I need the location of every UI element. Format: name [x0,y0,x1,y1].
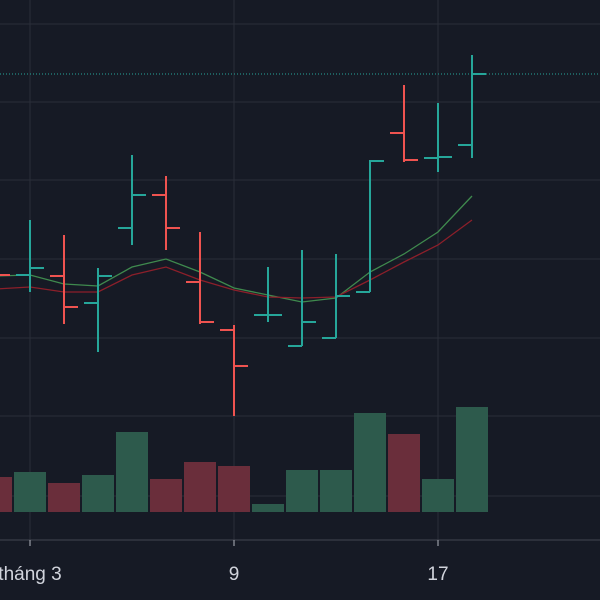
volume-bar [456,407,488,512]
volume-bar [82,475,114,512]
x-tick-label: 17 [427,564,448,585]
moving-average [0,195,473,303]
volume-bar [218,466,250,512]
volume-bar [14,472,46,512]
volume-bar [320,470,352,512]
moving-average [0,219,473,299]
volume-bar [388,434,420,512]
volume-bar [422,479,454,512]
volume-bar [354,413,386,512]
volume-bar [184,462,216,512]
x-tick-label: tháng 3 [0,564,62,585]
x-tick-label: 9 [229,564,240,585]
volume-bar [116,432,148,512]
volume-bar [0,477,12,512]
volume-bar [252,504,284,512]
volume-bar [286,470,318,512]
volume-bar [150,479,182,512]
volume-bar [48,483,80,512]
